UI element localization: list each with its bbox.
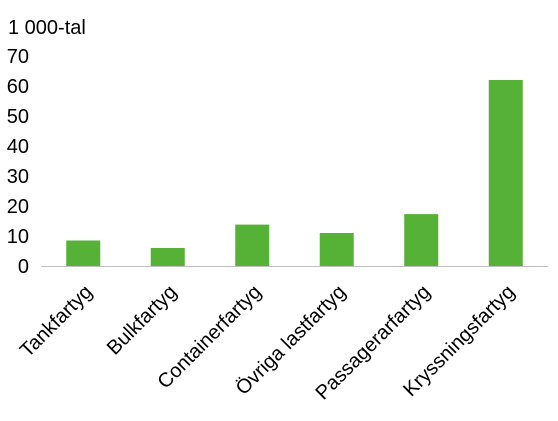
- bars: [66, 80, 523, 266]
- y-tick-label: 40: [7, 136, 29, 158]
- y-tick-label: 70: [7, 46, 29, 68]
- bar: [404, 214, 439, 266]
- bar: [66, 240, 101, 266]
- y-unit-label: 1 000-tal: [8, 17, 86, 39]
- y-tick-label: 20: [7, 196, 29, 218]
- bar: [488, 80, 523, 266]
- y-tick-label: 30: [7, 166, 29, 188]
- y-axis: 0 10 20 30 40 50 60 70: [7, 46, 29, 278]
- y-tick-label: 60: [7, 76, 29, 98]
- x-axis: Tankfartyg BulkfartygContainerfartygÖvrig…: [16, 281, 519, 404]
- y-tick-label: 0: [18, 256, 29, 278]
- x-tick-label: Tankfartyg: [16, 281, 97, 362]
- bar: [150, 248, 185, 266]
- bar: [319, 233, 354, 266]
- x-tick-label: Bulkfartyg: [103, 281, 181, 359]
- bar: [235, 224, 270, 266]
- y-tick-label: 50: [7, 106, 29, 128]
- y-tick-label: 10: [7, 226, 29, 248]
